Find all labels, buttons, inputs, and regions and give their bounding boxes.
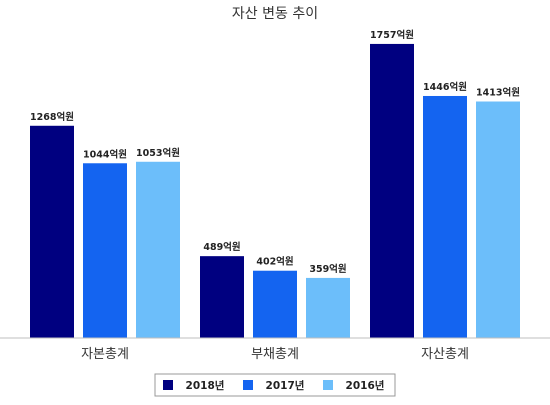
bar xyxy=(306,277,350,338)
data-label: 1757억원 xyxy=(370,29,414,41)
bars-layer xyxy=(30,43,520,338)
legend-label: 2017년 xyxy=(266,379,305,392)
data-label: 1268억원 xyxy=(30,111,74,123)
legend-label: 2018년 xyxy=(186,379,225,392)
bar xyxy=(30,125,74,338)
bar xyxy=(253,270,297,338)
data-label: 1413억원 xyxy=(476,87,520,99)
legend-swatch xyxy=(243,380,253,390)
legend-swatch xyxy=(323,380,333,390)
data-label: 1053억원 xyxy=(136,147,180,159)
chart-title: 자산 변동 추이 xyxy=(232,6,318,22)
bar xyxy=(370,43,414,338)
x-tick-label: 부채총계 xyxy=(251,347,299,362)
bar xyxy=(83,163,127,338)
bar xyxy=(476,101,520,338)
data-label: 1044억원 xyxy=(83,148,127,160)
x-tick-label: 자산총계 xyxy=(421,347,469,362)
legend: 2018년 2017년 2016년 xyxy=(154,373,396,397)
data-label: 1446억원 xyxy=(423,81,467,93)
data-label: 489억원 xyxy=(203,241,240,253)
x-tick-label: 자본총계 xyxy=(81,347,129,362)
bar xyxy=(136,161,180,338)
bar xyxy=(423,95,467,338)
data-labels-layer: 1268억원 1044억원 1053억원 489억원 402억원 359억원 1757억원 1… xyxy=(30,29,520,275)
data-label: 359억원 xyxy=(309,263,346,275)
legend-swatch xyxy=(163,380,173,390)
x-tick-labels-layer: 자본총계 부채총계 자산총계 xyxy=(81,347,469,362)
legend-label: 2016년 xyxy=(346,379,385,392)
legend-box xyxy=(154,373,396,397)
bar xyxy=(200,256,244,338)
data-label: 402억원 xyxy=(256,256,293,268)
